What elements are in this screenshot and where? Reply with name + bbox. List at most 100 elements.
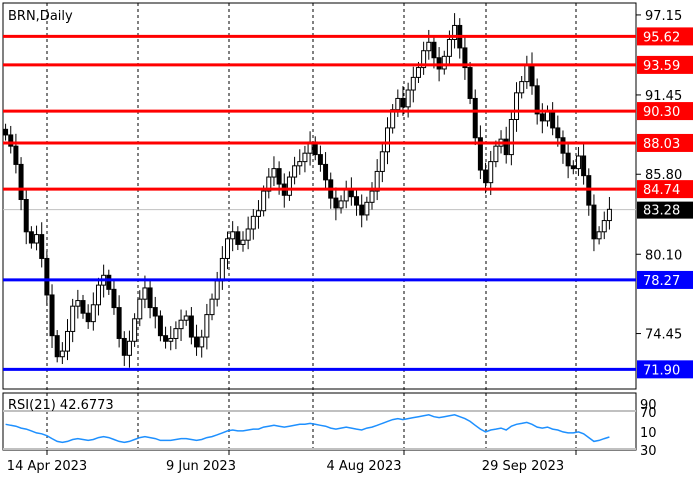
rsi-y-tick-label: 30 xyxy=(640,444,657,459)
candle xyxy=(80,294,86,319)
candle xyxy=(90,292,96,331)
candle-body xyxy=(560,137,566,154)
candle-body xyxy=(137,298,143,320)
candle xyxy=(338,195,344,214)
candle xyxy=(65,319,71,361)
candle-body xyxy=(235,231,241,245)
candle-body xyxy=(95,284,101,306)
candle-body xyxy=(39,234,45,259)
candle-body xyxy=(410,76,416,91)
candle xyxy=(271,156,277,187)
candle-body xyxy=(230,231,236,240)
candle xyxy=(28,226,34,249)
candle xyxy=(95,277,101,316)
candle xyxy=(369,182,375,210)
candle xyxy=(297,149,303,175)
rsi-series-line xyxy=(5,414,610,444)
candle xyxy=(250,209,256,240)
candle xyxy=(85,304,91,329)
candle-body xyxy=(488,161,494,184)
candle xyxy=(8,125,14,154)
candle xyxy=(225,231,231,270)
candle xyxy=(286,171,292,201)
candle-body xyxy=(302,152,308,163)
candle-body xyxy=(431,41,437,59)
candle-body xyxy=(596,231,602,240)
chart-title: BRN,Daily xyxy=(8,9,73,24)
candle-body xyxy=(34,234,40,244)
candle-body xyxy=(3,128,9,136)
candle xyxy=(188,307,194,345)
resistance-level-label: 84.74 xyxy=(643,183,680,198)
candle xyxy=(75,289,81,319)
candle xyxy=(359,194,365,228)
candle xyxy=(183,310,189,326)
candle-body xyxy=(581,155,587,177)
candle-body xyxy=(225,238,231,259)
candle-body xyxy=(245,228,251,241)
y-tick-label: 85.80 xyxy=(645,168,682,183)
candle-body xyxy=(266,176,272,192)
candle-body xyxy=(503,138,509,156)
candle xyxy=(410,66,416,103)
y-tick-label: 74.45 xyxy=(645,328,682,343)
candle xyxy=(431,35,437,69)
candle xyxy=(111,280,117,315)
candle-body xyxy=(354,196,360,206)
candle-body xyxy=(152,307,158,317)
candle xyxy=(126,330,132,368)
candle xyxy=(565,142,571,179)
candle-body xyxy=(483,169,489,184)
candle xyxy=(493,140,499,168)
candle-body xyxy=(23,199,29,233)
candle-body xyxy=(75,300,81,307)
candle-body xyxy=(121,337,127,356)
candle xyxy=(132,313,138,347)
candle xyxy=(39,222,45,268)
candle-body xyxy=(508,119,514,156)
candle xyxy=(606,196,612,230)
support-level-label-box xyxy=(637,360,693,379)
candle-body xyxy=(204,314,210,338)
candle xyxy=(152,296,158,329)
x-tick-label: 29 Sep 2023 xyxy=(482,459,564,474)
candle-body xyxy=(379,151,385,172)
candle xyxy=(147,280,153,319)
candle xyxy=(379,144,385,183)
candle-body xyxy=(297,161,303,167)
price-levels: 95.62 93.59 90.30 88.03 84.74 78.27 71.90 xyxy=(3,27,693,379)
candle xyxy=(44,251,50,306)
candle-body xyxy=(163,335,169,342)
candle xyxy=(13,133,19,174)
resistance-level-label-box xyxy=(637,55,693,74)
candle-body xyxy=(142,287,148,300)
candle xyxy=(581,143,587,185)
y-tick-label: 97.15 xyxy=(645,9,682,24)
candle-body xyxy=(405,89,411,108)
candle-body xyxy=(317,154,323,165)
resistance-level-label-box xyxy=(637,133,693,152)
resistance-level-label: 95.62 xyxy=(643,30,680,45)
candle-body xyxy=(13,145,19,165)
candle xyxy=(199,329,205,358)
rsi-y-tick-label: 90 xyxy=(640,398,657,413)
candle xyxy=(3,123,9,141)
candle xyxy=(534,78,540,125)
candle-body xyxy=(286,176,292,196)
candle xyxy=(255,200,261,229)
candle-body xyxy=(188,315,194,338)
candle xyxy=(163,326,169,349)
x-tick-label: 14 Apr 2023 xyxy=(7,459,87,474)
current-price-box xyxy=(637,201,693,219)
candle xyxy=(23,188,29,245)
candle-body xyxy=(348,189,354,198)
candle-body xyxy=(441,55,447,70)
candle-body xyxy=(132,318,138,342)
candle-body xyxy=(80,300,86,314)
candle-body xyxy=(601,220,607,233)
candle-body xyxy=(467,67,473,99)
candle-body xyxy=(359,204,365,216)
x-axis-ticks: 14 Apr 2023 9 Jun 2023 4 Aug 2023 29 Sep 20… xyxy=(7,450,577,474)
candle xyxy=(317,145,323,172)
